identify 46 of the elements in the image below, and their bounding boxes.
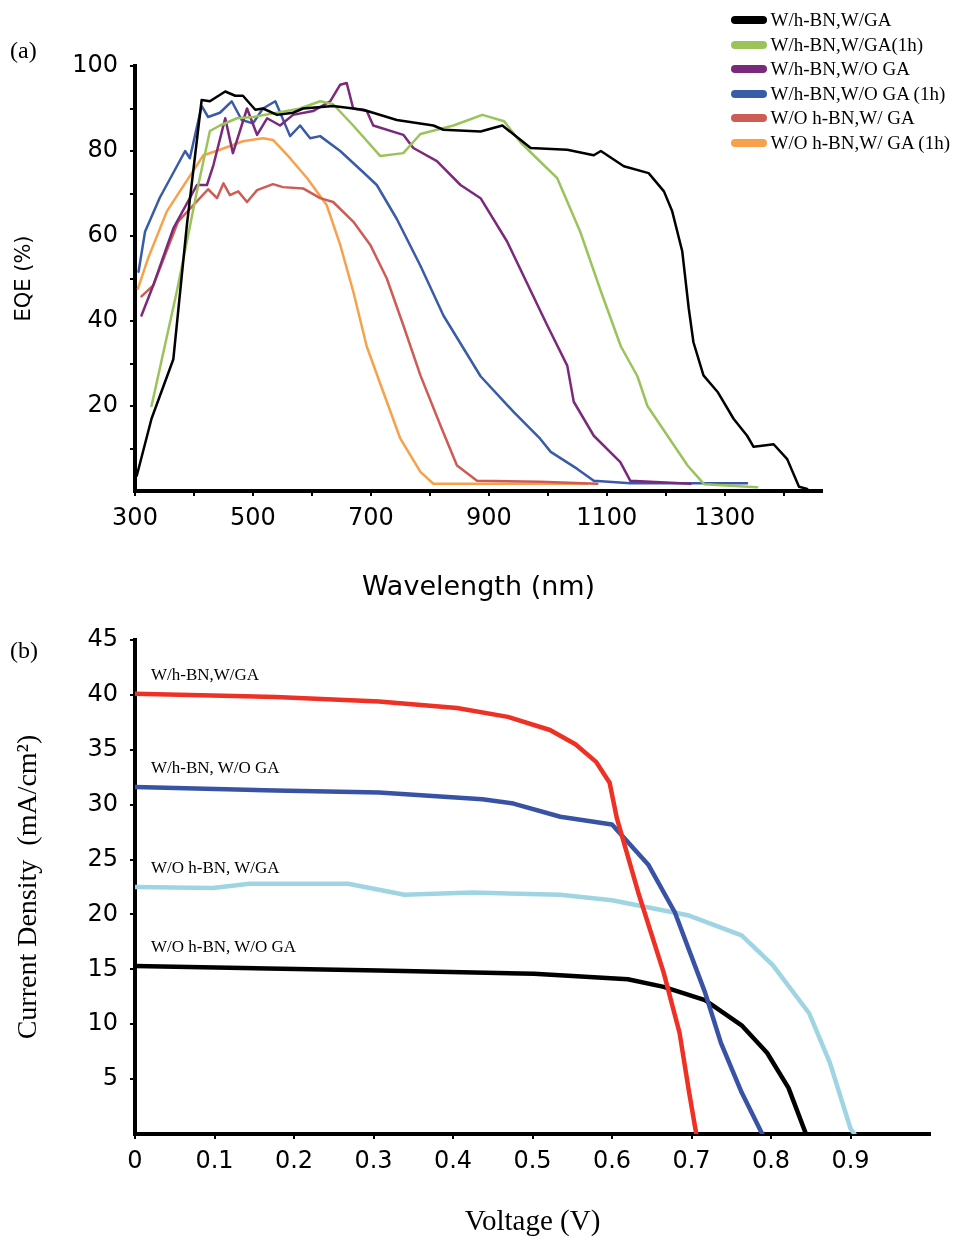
y-tick-label: 25: [87, 843, 118, 872]
x-tick-label: 900: [465, 502, 512, 531]
y-tick-label: 40: [87, 305, 118, 334]
y-tick-label: 60: [87, 220, 118, 249]
legend-label: W/h-BN,W/GA: [770, 8, 892, 32]
legend-label: W/h-BN,W/O GA: [770, 57, 910, 81]
legend-label: W/O h-BN,W/ GA: [770, 106, 915, 130]
y-tick-label: 100: [72, 50, 118, 79]
x-tick-label: 500: [230, 502, 276, 531]
y-tick-label: 80: [87, 135, 118, 164]
y-tick-label: 45: [87, 624, 118, 653]
y-tick-label: 10: [87, 1008, 118, 1037]
x-tick-label: 0.1: [195, 1145, 234, 1174]
y-tick-label: 20: [87, 390, 118, 419]
x-axis-title: Wavelength (nm): [361, 569, 596, 601]
y-tick-label: 15: [87, 953, 118, 982]
y-tick-label: 35: [87, 734, 118, 763]
legend-label: W/O h-BN,W/ GA (1h): [770, 130, 950, 155]
y-tick-label: 30: [87, 788, 118, 817]
x-tick-label: 0.9: [831, 1145, 870, 1174]
x-tick-label: 700: [347, 502, 394, 531]
legend-label: W/h-BN,W/O GA (1h): [770, 81, 946, 106]
y-axis-title: Current Density (mA/cm²): [11, 734, 43, 1040]
y-tick-label: 5: [102, 1063, 118, 1092]
x-tick-label: 0.3: [354, 1145, 393, 1174]
x-axis-title: Voltage (V): [464, 1204, 601, 1238]
text: (a): [10, 37, 37, 63]
y-tick-label: 20: [87, 898, 118, 927]
x-tick-label: 0.8: [751, 1145, 791, 1174]
x-tick-label: 0.4: [433, 1145, 473, 1174]
series-label: W/O h-BN, W/O GA: [151, 937, 297, 957]
series-label: W/O h-BN, W/GA: [151, 858, 281, 877]
x-tick-label: 1100: [576, 502, 638, 531]
x-tick-label: 0.6: [592, 1145, 632, 1174]
x-tick-label: 1300: [694, 502, 756, 531]
x-tick-label: 0.2: [274, 1145, 314, 1174]
text: (b): [10, 637, 38, 663]
series-label: W/h-BN,W/GA: [151, 664, 260, 684]
y-axis-title: EQE (%): [11, 235, 36, 322]
legend-label: W/h-BN,W/GA(1h): [770, 32, 924, 57]
x-tick-label: 0: [127, 1145, 143, 1174]
series-label: W/h-BN, W/O GA: [151, 758, 281, 778]
x-tick-label: 300: [112, 502, 158, 531]
y-tick-label: 40: [87, 679, 118, 708]
x-tick-label: 0.7: [672, 1145, 711, 1174]
x-tick-label: 0.5: [513, 1145, 552, 1174]
